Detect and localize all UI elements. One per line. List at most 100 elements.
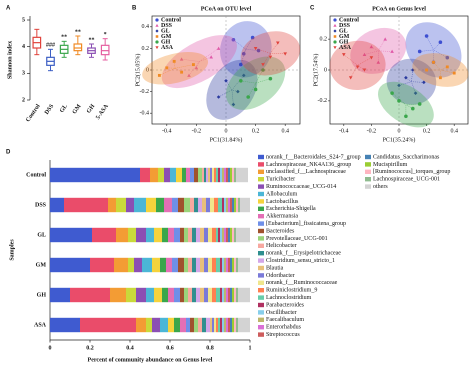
y-axis-title: Samples — [9, 239, 15, 261]
bar-segment — [238, 257, 250, 273]
box — [100, 44, 110, 56]
bar-segment — [50, 317, 80, 333]
centroid-link — [405, 103, 420, 105]
bar-segment — [210, 197, 214, 213]
y-tick-label: ASA — [34, 322, 47, 328]
centroid-link — [433, 49, 448, 58]
point — [268, 55, 273, 59]
bar-segment — [222, 317, 224, 333]
legend-swatch — [365, 177, 371, 182]
centroid-link — [343, 54, 358, 66]
y-tick-label: 4 — [22, 44, 25, 50]
bar-segment — [208, 287, 212, 303]
bar-segment — [206, 167, 208, 183]
point — [362, 68, 367, 72]
centroid-link — [248, 83, 256, 98]
bar-segment — [228, 197, 230, 213]
bar-segment — [154, 227, 162, 243]
point — [411, 106, 415, 111]
legend-label: Akkermansia — [266, 214, 298, 220]
bar-segment — [218, 317, 220, 333]
bar-segment — [146, 317, 152, 333]
centroid-link — [440, 66, 448, 71]
bar-segment — [216, 257, 220, 273]
bar-segment — [186, 317, 190, 333]
point — [192, 63, 195, 67]
y-axis-title: PC2(15.05%) — [134, 54, 141, 87]
legend-label: Parabacteroides — [266, 302, 305, 308]
bar-segment — [136, 227, 146, 243]
bar-segment — [216, 227, 218, 243]
point — [236, 89, 240, 94]
bar-segment — [234, 317, 236, 333]
point — [383, 37, 387, 41]
y-tick-label: 5 — [22, 17, 25, 23]
legend-label: Mucispirillum — [373, 162, 408, 168]
bar-segment — [170, 167, 176, 183]
legend-label: DSS — [161, 23, 173, 29]
bar-segment — [232, 167, 234, 183]
legend-label: Control — [161, 17, 181, 23]
box — [73, 43, 83, 52]
bar-segment — [210, 167, 212, 183]
bar-segment — [202, 197, 206, 213]
x-tick-label: 0.4 — [450, 128, 458, 134]
bar-segment — [234, 167, 236, 183]
centroid-link — [350, 65, 358, 78]
legend-swatch — [258, 184, 264, 189]
bar-segment — [216, 317, 218, 333]
bar-segment — [222, 227, 224, 243]
bar-segment — [116, 227, 128, 243]
bar-segment — [70, 287, 110, 303]
bar-segment — [92, 227, 116, 243]
legend-swatch — [258, 325, 264, 330]
bar-segment — [236, 197, 238, 213]
bar-segment — [110, 287, 126, 303]
bar-segment — [208, 167, 210, 183]
bar-segment — [208, 257, 212, 273]
bar-segment — [160, 257, 166, 273]
y-tick-label: 0.4 — [142, 24, 150, 30]
bar-segment — [50, 227, 92, 243]
bar-segment — [214, 317, 216, 333]
bar-segment — [240, 197, 250, 213]
bar-segment — [184, 257, 188, 273]
point — [404, 114, 408, 119]
bar-segment — [216, 167, 218, 183]
y-tick-label: -0.2 — [318, 98, 328, 104]
bar-segment — [190, 317, 194, 333]
x-tick-label: 0.6 — [166, 345, 174, 351]
bar-segment — [128, 257, 134, 273]
bar-segment — [136, 287, 146, 303]
bar-segment — [226, 167, 228, 183]
bar-segment — [222, 197, 224, 213]
legend-swatch — [258, 214, 264, 219]
bar-segment — [190, 197, 194, 213]
bar-segment — [146, 227, 154, 243]
legend-swatch — [258, 154, 264, 160]
chart-title: PCoA on Genus level — [372, 6, 426, 12]
panel-label: D — [6, 150, 11, 156]
bar-segment — [176, 167, 182, 183]
centroid-link — [391, 92, 407, 105]
bar-segment — [114, 257, 128, 273]
legend-swatch — [258, 169, 264, 174]
bar-segment — [228, 227, 230, 243]
centroid-link — [255, 78, 271, 84]
legend-label: Candidatus_Saccharimonas — [373, 154, 440, 160]
bar-segment — [238, 287, 250, 303]
legend-label: ASA — [339, 45, 352, 51]
bar-segment — [218, 167, 220, 183]
y-tick-label: -0.4 — [140, 111, 150, 117]
bar-segment — [234, 227, 236, 243]
point — [376, 60, 381, 64]
bar-segment — [192, 257, 196, 273]
legend-swatch — [258, 228, 264, 234]
bar-segment — [212, 257, 216, 273]
bar-segment — [238, 197, 240, 213]
point — [231, 37, 236, 42]
legend-marker — [155, 18, 159, 22]
centroid-link — [398, 81, 412, 86]
bar-segment — [164, 167, 170, 183]
